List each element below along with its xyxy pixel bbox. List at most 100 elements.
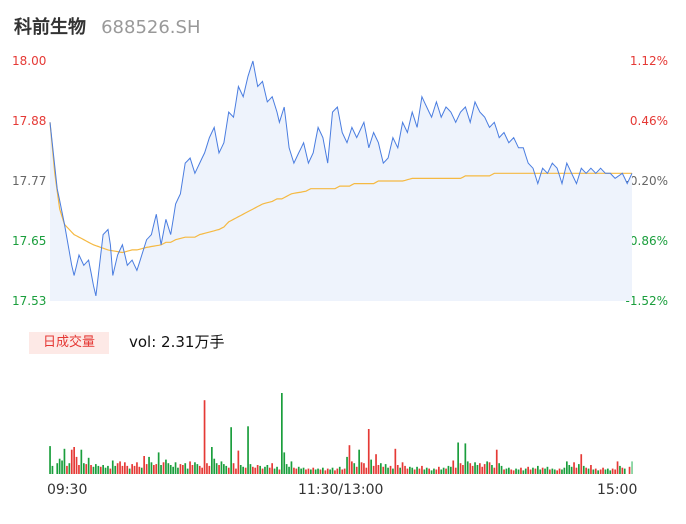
volume-bar (290, 461, 293, 474)
volume-bar (124, 462, 126, 474)
volume-bar (140, 467, 143, 474)
volume-bar (382, 466, 385, 474)
volume-bar (607, 468, 609, 474)
volume-bar (145, 464, 148, 474)
volume-bar (539, 469, 542, 474)
volume-bar (631, 461, 633, 474)
volume-tab-label[interactable]: 日成交量 (29, 332, 109, 354)
volume-bar (80, 449, 83, 474)
volume-summary: vol: 2.31万手 (129, 333, 225, 351)
volume-bar (435, 469, 438, 474)
volume-bar (302, 467, 305, 474)
volume-bar (239, 465, 242, 474)
volume-bar (331, 467, 334, 474)
price-tick-label: 17.88 (12, 114, 47, 128)
volume-bar (167, 463, 170, 474)
volume-bar (307, 468, 310, 474)
volume-bar (247, 426, 249, 474)
volume-bar (488, 462, 491, 474)
volume-bar (570, 466, 573, 474)
volume-bar (206, 463, 208, 474)
volume-bar (119, 461, 121, 474)
volume-bar (51, 465, 54, 474)
volume-bar (109, 468, 112, 474)
volume-bar (184, 463, 187, 474)
volume-bar (541, 467, 544, 474)
volume-bar (194, 462, 196, 474)
volume-bar (336, 468, 339, 474)
volume-bar (474, 462, 476, 474)
volume-bar (153, 465, 155, 474)
volume-bar (575, 467, 578, 474)
volume-bar (128, 468, 131, 474)
volume-bar (317, 468, 319, 474)
volume-bar (227, 467, 230, 474)
volume-bar (92, 466, 95, 474)
volume-bar (505, 468, 508, 474)
volume-bar (375, 454, 377, 474)
volume-bar (411, 467, 414, 474)
volume-bars (49, 393, 633, 474)
volume-bar (358, 449, 360, 474)
volume-bar (49, 446, 51, 474)
volume-bar (111, 460, 114, 474)
volume-bar (165, 459, 167, 474)
volume-bar (372, 465, 375, 474)
volume-bar (614, 469, 616, 474)
volume-bar (471, 465, 474, 474)
volume-bar (264, 466, 266, 474)
volume-bar (587, 468, 590, 474)
volume-bar (370, 459, 372, 474)
volume-bar (201, 467, 203, 474)
volume-bar (99, 466, 102, 474)
volume-bar (189, 461, 191, 474)
volume-bar (534, 468, 537, 474)
volume-bar (338, 466, 341, 474)
volume-bar (310, 469, 312, 474)
volume-bar (203, 400, 206, 474)
volume-bar (297, 466, 300, 474)
volume-bar (418, 468, 421, 474)
percent-tick-label: -1.52% (625, 294, 668, 308)
volume-bar (213, 458, 216, 474)
volume-bar (553, 469, 556, 474)
volume-bar (604, 469, 607, 474)
volume-bar (423, 469, 426, 474)
volume-bar (235, 468, 237, 474)
volume-bar (498, 463, 500, 474)
volume-bar (276, 466, 278, 474)
volume-bar (179, 464, 182, 474)
volume-bar (438, 466, 440, 474)
volume-bar (225, 465, 228, 474)
volume-bar (384, 464, 387, 474)
percent-tick-label: -0.20% (625, 174, 668, 188)
volume-bar (568, 465, 571, 474)
volume-bar (319, 469, 322, 474)
volume-bar (544, 468, 546, 474)
volume-bar (63, 448, 66, 474)
volume-bar (491, 465, 493, 474)
volume-bar (628, 466, 631, 474)
volume-bar (148, 456, 150, 474)
volume-bar (365, 467, 368, 474)
volume-bar (322, 467, 324, 474)
volume-bar (399, 467, 401, 474)
volume-bar (273, 468, 276, 474)
volume-bar (527, 466, 529, 474)
volume-bar (445, 468, 447, 474)
volume-bar (220, 461, 223, 474)
volume-bar (602, 467, 604, 474)
volume-bar (425, 467, 428, 474)
volume-bar (90, 465, 92, 474)
volume-bar (566, 461, 568, 474)
volume-bar (83, 463, 85, 474)
volume-bar (413, 469, 416, 474)
volume-bar (594, 468, 597, 474)
volume-bar (285, 464, 288, 474)
volume-bar (409, 466, 411, 474)
volume-bar (150, 462, 153, 474)
volume-bar (367, 429, 370, 474)
volume-bar (87, 457, 90, 474)
volume-bar (348, 445, 351, 474)
volume-bar (380, 463, 382, 474)
